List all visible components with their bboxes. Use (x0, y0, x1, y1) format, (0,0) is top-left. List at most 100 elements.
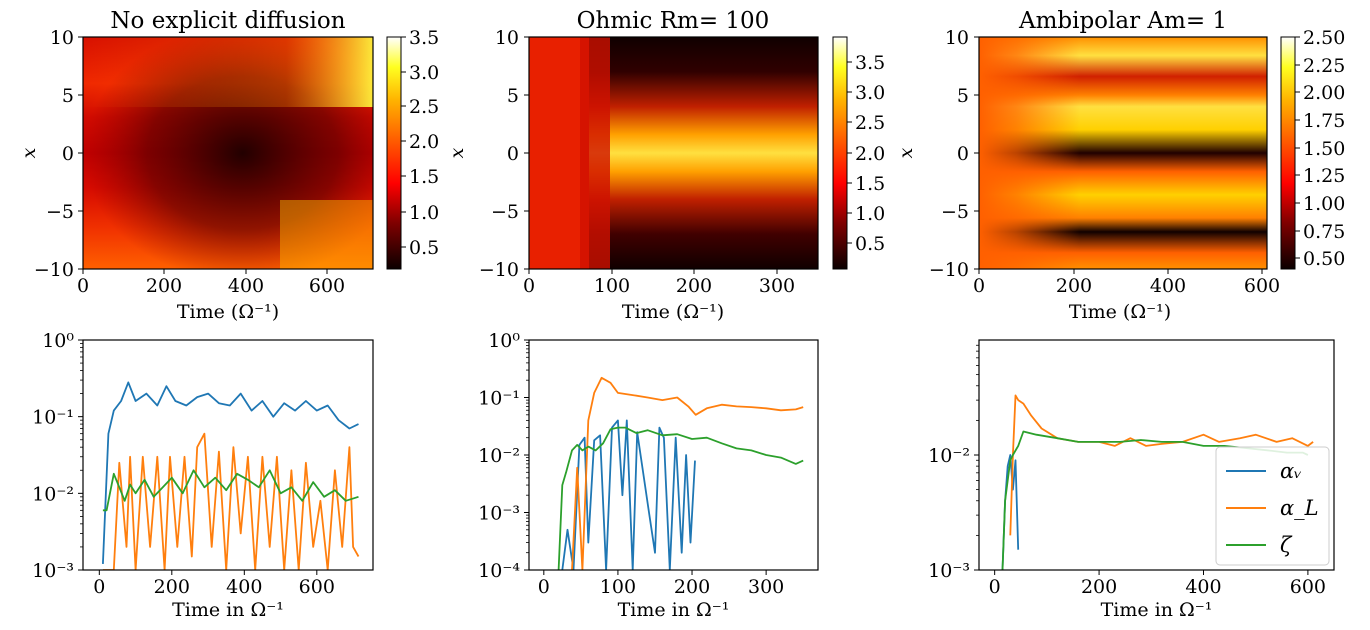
y-tick-label: 10⁻² (32, 483, 74, 505)
colorbar-tick-label: 2.00 (1303, 82, 1345, 104)
colorbar-tick-label: 1.25 (1303, 165, 1345, 187)
series-group (102, 381, 360, 570)
colorbar-tick-label: 0.75 (1303, 221, 1345, 243)
panel-title: Ohmic Rm= 100 (577, 8, 770, 34)
colorbar-tick-label: 1.50 (1303, 138, 1345, 160)
colorbar-tick-label: 1.0 (855, 203, 885, 225)
y-axis-label: x (895, 147, 917, 158)
colorbar-ticks: 2.50 2.25 2.00 1.75 1.50 1.25 1.00 0.75 … (1295, 27, 1345, 270)
x-tick-label: 0 (538, 576, 550, 598)
x-tick-label: 300 (759, 275, 795, 297)
x-tick-label: 200 (674, 576, 710, 598)
y-tick-label: 5 (957, 85, 969, 107)
axes-frame (528, 339, 819, 571)
y-tick-label: 10⁰ (488, 330, 520, 352)
x-tick-label: 200 (1056, 275, 1092, 297)
colorbar-tick-label: 2.50 (1303, 27, 1345, 49)
colorbar-tick-label: 2.25 (1303, 55, 1345, 77)
colorbar-tick-label: 0.50 (1303, 248, 1345, 270)
x-tick-label: 600 (1290, 576, 1326, 598)
heatmap-image (979, 37, 1267, 269)
series-line (102, 469, 359, 512)
x-ticks: 0 100 200 300 (523, 269, 795, 297)
colorbar-ticks: 3.5 3.0 2.5 2.0 1.5 1.0 0.5 (847, 52, 885, 255)
colorbar-tick-label: 1.75 (1303, 110, 1345, 132)
series-group (557, 376, 804, 570)
x-tick-label: 100 (600, 576, 636, 598)
x-tick-label: 0 (77, 275, 89, 297)
colorbar-tick-label: 3.0 (855, 82, 885, 104)
series-line (102, 432, 360, 570)
y-tick-label: −5 (491, 201, 519, 223)
colorbar-tick-label: 2.5 (855, 112, 885, 134)
x-tick-label: 400 (228, 275, 264, 297)
y-tick-label: 5 (62, 85, 74, 107)
colorbar-tick-label: 3.5 (855, 52, 885, 74)
y-tick-label: 10⁻¹ (32, 407, 74, 429)
colorbar-tick-label: 2.0 (409, 131, 439, 153)
legend-label: ζ (1280, 533, 1293, 557)
x-tick-label: 0 (989, 576, 1001, 598)
series-line (1009, 394, 1314, 536)
x-axis-label: Time (Ω⁻¹) (177, 301, 279, 323)
y-tick-label: 5 (507, 85, 519, 107)
line-panel-3: 0 200 400 600 10⁻³ 10⁻² Time in Ω⁻¹ αᵥ α_L ζ (928, 339, 1335, 621)
y-ticks: 10 5 0 −5 −10 (479, 27, 529, 281)
x-axis-label: Time (Ω⁻¹) (622, 301, 724, 323)
x-tick-label: 400 (226, 576, 262, 598)
x-tick-label: 200 (154, 576, 190, 598)
line-panel-1: 0 200 400 600 10⁻³ 10⁻² 10⁻¹ 10⁰ Time in Ω⁻¹ (32, 330, 374, 621)
y-tick-label: 10⁻² (928, 445, 970, 467)
y-ticks: 10 5 0 −5 −10 (34, 27, 83, 281)
y-tick-label: 0 (507, 143, 519, 165)
series-line (102, 381, 359, 564)
y-tick-label: 10 (50, 27, 74, 49)
y-tick-label: 10 (495, 27, 519, 49)
colorbar-tick-label: 1.00 (1303, 193, 1345, 215)
series-line (557, 426, 804, 570)
y-tick-label: 10⁻³ (928, 560, 970, 582)
y-tick-label: −10 (34, 259, 74, 281)
heatmap-image (83, 37, 373, 269)
x-ticks: 0 200 400 600 (973, 269, 1280, 297)
legend-box (1215, 446, 1330, 566)
x-tick-label: 400 (1150, 275, 1186, 297)
y-ticks: 10 5 0 −5 −10 (929, 27, 979, 281)
x-tick-label: 400 (1185, 576, 1221, 598)
x-tick-label: 300 (748, 576, 784, 598)
y-axis-label: x (18, 147, 40, 158)
x-tick-label: 600 (1244, 275, 1280, 297)
x-ticks: 0 200 400 600 (77, 269, 345, 297)
y-tick-label: −10 (929, 259, 969, 281)
x-tick-label: 0 (523, 275, 535, 297)
heatmap-panel-3: Ambipolar Am= 1 10 5 0 −5 −10 0 200 400 … (895, 8, 1345, 323)
y-tick-label: 0 (62, 143, 74, 165)
x-axis-label: Time in Ω⁻¹ (618, 599, 730, 621)
y-tick-label: 0 (957, 143, 969, 165)
panel-title: Ambipolar Am= 1 (1018, 8, 1227, 34)
x-tick-label: 200 (1081, 576, 1117, 598)
x-axis-label: Time in Ω⁻¹ (1101, 599, 1213, 621)
y-tick-label: −5 (941, 201, 969, 223)
series-line (571, 376, 804, 570)
x-tick-label: 200 (146, 275, 182, 297)
heatmap-panel-1: No explicit diffusion 10 5 0 −5 −10 0 20… (18, 8, 439, 323)
colorbar-tick-label: 3.0 (409, 62, 439, 84)
heatmap-image (529, 37, 818, 269)
panel-title: No explicit diffusion (110, 8, 345, 34)
x-tick-label: 0 (93, 576, 105, 598)
series-line (561, 419, 696, 570)
x-tick-label: 0 (973, 275, 985, 297)
colorbar-tick-label: 1.0 (409, 202, 439, 224)
legend-label: αᵥ (1280, 459, 1302, 483)
y-tick-label: 10 (945, 27, 969, 49)
y-tick-label: 10⁻¹ (478, 388, 520, 410)
colorbar: 2.50 2.25 2.00 1.75 1.50 1.25 1.00 0.75 … (1280, 27, 1345, 270)
y-axis-label: x (446, 147, 468, 158)
heatmap-panel-2: Ohmic Rm= 100 10 5 0 −5 −10 0 100 200 30… (446, 8, 885, 323)
colorbar: 3.5 3.0 2.5 2.0 1.5 1.0 0.5 (386, 27, 439, 270)
y-tick-label: 10⁻³ (478, 503, 520, 525)
legend-label: α_L (1280, 496, 1319, 520)
colorbar-ticks: 3.5 3.0 2.5 2.0 1.5 1.0 0.5 (401, 27, 439, 259)
colorbar-tick-label: 1.5 (855, 173, 885, 195)
